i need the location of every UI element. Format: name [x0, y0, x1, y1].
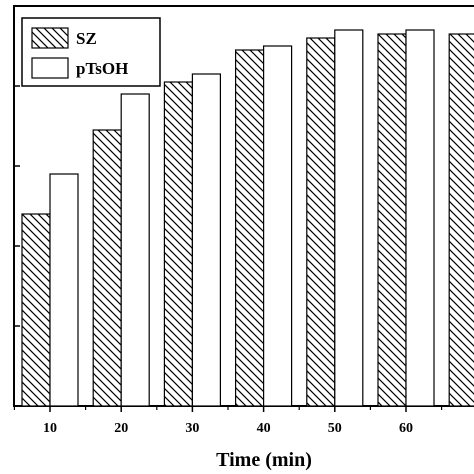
- bar-ptsoh-30: [191, 73, 221, 407]
- bar-ptsoh-50: [334, 29, 364, 407]
- legend: SZ pTsOH: [21, 17, 161, 87]
- bars-group: [21, 29, 474, 407]
- bar-sz-30: [163, 81, 193, 407]
- x-tick-label-20: 20: [114, 421, 128, 436]
- x-tick-label-60: 60: [399, 421, 413, 436]
- bar-ptsoh-40: [263, 45, 293, 407]
- bar-ptsoh-10: [49, 173, 79, 407]
- bar-ptsoh-20: [120, 93, 150, 407]
- bar-sz-50: [306, 37, 336, 407]
- ticks-group: 1020304050607: [13, 5, 474, 436]
- legend-swatch-sz: [31, 27, 69, 49]
- x-tick-label-30: 30: [185, 421, 199, 436]
- bar-sz-20: [92, 129, 122, 407]
- bar-sz-70: [448, 33, 474, 407]
- x-axis-title: Time (min): [216, 449, 312, 471]
- legend-swatch-ptsoh: [31, 57, 69, 79]
- x-tick-label-10: 10: [43, 421, 57, 436]
- bar-sz-40: [235, 49, 265, 407]
- bar-sz-60: [377, 33, 407, 407]
- x-tick-label-50: 50: [328, 421, 342, 436]
- bar-ptsoh-60: [405, 29, 435, 407]
- legend-label-ptsoh: pTsOH: [76, 59, 128, 78]
- x-tick-label-40: 40: [257, 421, 271, 436]
- legend-label-sz: SZ: [76, 29, 97, 48]
- bar-sz-10: [21, 213, 51, 407]
